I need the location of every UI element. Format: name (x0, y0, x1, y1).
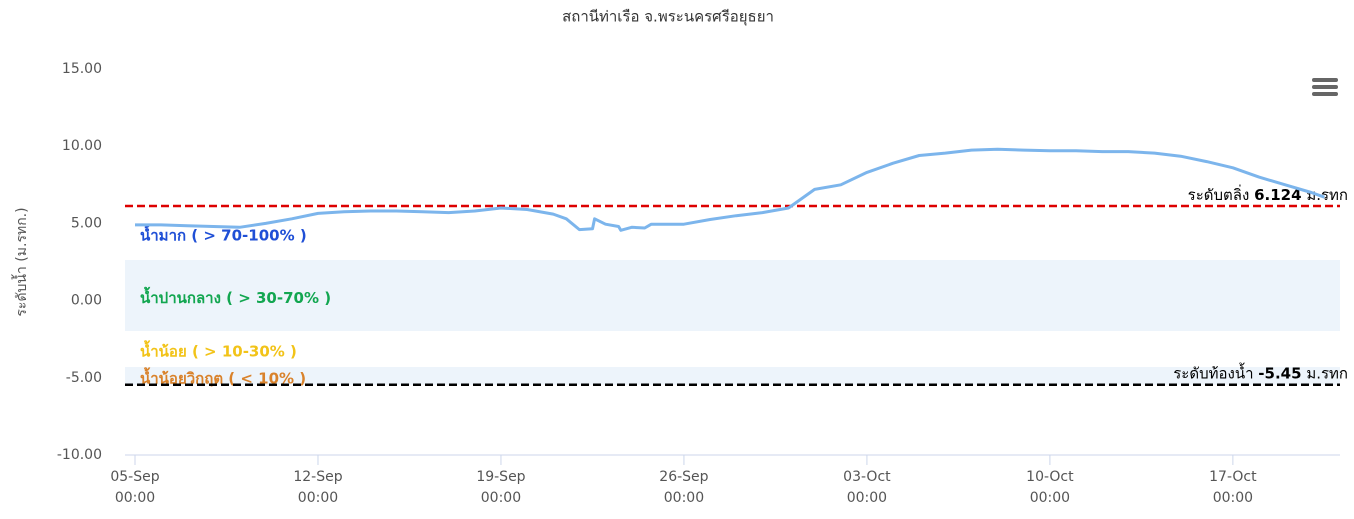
series-line (135, 147, 1325, 232)
x-tick-label: 00:00 (1030, 490, 1070, 506)
threshold-suffix: ม.รทก (1306, 186, 1348, 204)
threshold-prefix: ระดับตลิ่ง (1188, 184, 1250, 204)
x-tick-label: 03-Oct (843, 469, 891, 485)
menu-button[interactable] (1312, 78, 1338, 96)
x-tick-label: 00:00 (481, 490, 521, 506)
plot-band (125, 259, 1340, 332)
x-tick-label: 10-Oct (1026, 469, 1074, 485)
menu-bar[interactable] (1312, 92, 1338, 96)
threshold-suffix: ม.รทก (1306, 364, 1348, 382)
band-label: น้ำมาก ( > 70-100% ) (140, 224, 307, 245)
plot-band (125, 366, 1340, 385)
x-tick-label: 00:00 (298, 490, 338, 506)
band-label: น้ำปานกลาง ( > 30-70% ) (140, 286, 331, 307)
y-axis-title: ระดับน้ำ (ม.รทก.) (11, 207, 30, 316)
threshold-label: ระดับท้องน้ำ -5.45 ม.รทก (1173, 362, 1348, 382)
x-tick-label: 00:00 (664, 490, 704, 506)
y-tick-label: 0.00 (71, 293, 102, 309)
x-tick-label: 00:00 (1213, 490, 1253, 506)
band-label: น้ำน้อย ( > 10-30% ) (140, 340, 297, 361)
threshold-value: 6.124 (1254, 186, 1301, 204)
y-tick-label: -5.00 (66, 370, 102, 386)
plot-band (125, 331, 1340, 367)
band-label: น้ำน้อยวิกฤต ( < 10% ) (140, 366, 306, 387)
y-tick-label: 15.00 (62, 61, 102, 77)
threshold-prefix: ระดับท้องน้ำ (1173, 362, 1253, 382)
x-tick-label: 00:00 (115, 490, 155, 506)
menu-bar[interactable] (1312, 78, 1338, 82)
x-tick-label: 19-Sep (476, 469, 525, 485)
y-tick-label: 5.00 (71, 215, 102, 231)
x-tick-label: 12-Sep (293, 469, 342, 485)
threshold-label: ระดับตลิ่ง 6.124 ม.รทก (1188, 184, 1348, 204)
menu-bar[interactable] (1312, 85, 1338, 89)
y-tick-label: 10.00 (62, 138, 102, 154)
x-tick-label: 00:00 (847, 490, 887, 506)
y-tick-label: -10.00 (57, 447, 102, 463)
x-tick-label: 17-Oct (1209, 469, 1257, 485)
threshold-value: -5.45 (1258, 364, 1301, 382)
x-tick-label: 05-Sep (110, 469, 159, 485)
x-tick-label: 26-Sep (659, 469, 708, 485)
chart-title: สถานีท่าเรือ จ.พระนครศรีอยุธยา (562, 8, 774, 27)
